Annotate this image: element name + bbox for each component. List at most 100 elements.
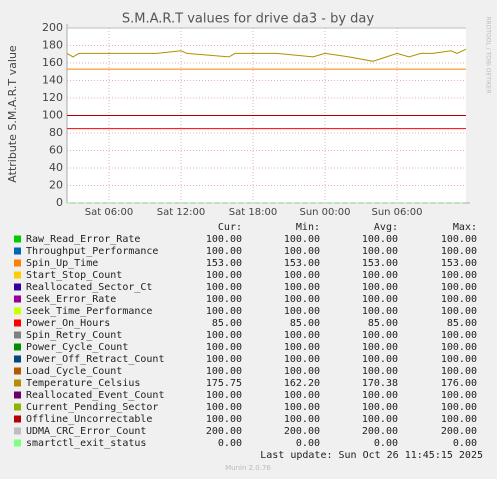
legend-swatch xyxy=(14,379,21,387)
legend-stat: 176.00 xyxy=(441,378,477,389)
column-header: Cur: xyxy=(218,222,242,233)
legend-stat: 85.00 xyxy=(368,318,398,329)
x-tick-label: Sun 00:00 xyxy=(299,207,350,218)
y-tick-label: 180 xyxy=(42,39,63,52)
legend-swatch xyxy=(14,331,21,339)
legend-stat: 100.00 xyxy=(206,390,242,401)
legend-label: Power_Cycle_Count xyxy=(26,342,128,353)
legend-stat: 100.00 xyxy=(441,414,477,425)
legend-stat: 100.00 xyxy=(441,294,477,305)
legend-label: Power_Off_Retract_Count xyxy=(26,354,164,365)
y-axis-label: Attribute S.M.A.R.T value xyxy=(6,45,19,183)
legend-stat: 100.00 xyxy=(284,294,320,305)
legend-swatch xyxy=(14,355,21,363)
legend-stat: 100.00 xyxy=(206,402,242,413)
legend-stat: 162.20 xyxy=(284,378,320,389)
last-update: Last update: Sun Oct 26 11:45:15 2025 xyxy=(260,450,483,461)
side-label: RRDTOOL / TOBI OETIKER xyxy=(485,16,492,93)
legend-stat: 100.00 xyxy=(362,414,398,425)
legend-stat: 100.00 xyxy=(441,354,477,365)
legend-stat: 100.00 xyxy=(362,306,398,317)
legend-stat: 100.00 xyxy=(284,306,320,317)
column-header: Max: xyxy=(453,222,477,233)
legend-label: Spin_Up_Time xyxy=(26,258,98,269)
legend-stat: 100.00 xyxy=(362,234,398,245)
legend-swatch xyxy=(14,283,21,291)
legend-swatch xyxy=(14,307,21,315)
legend-label: Current_Pending_Sector xyxy=(26,402,158,413)
legend-stat: 100.00 xyxy=(284,402,320,413)
legend-stat: 100.00 xyxy=(362,246,398,257)
legend-swatch xyxy=(14,367,21,375)
legend-stat: 100.00 xyxy=(441,390,477,401)
legend-stat: 100.00 xyxy=(284,282,320,293)
legend-stat: 153.00 xyxy=(284,258,320,269)
legend-label: Seek_Time_Performance xyxy=(26,306,152,317)
legend-stat: 100.00 xyxy=(206,366,242,377)
legend-stat: 100.00 xyxy=(206,414,242,425)
legend-stat: 100.00 xyxy=(284,390,320,401)
legend-stat: 85.00 xyxy=(447,318,477,329)
legend-stat: 100.00 xyxy=(441,234,477,245)
legend-stat: 100.00 xyxy=(284,246,320,257)
y-tick-label: 140 xyxy=(42,74,63,87)
x-tick-label: Sat 18:00 xyxy=(229,207,277,218)
legend-swatch xyxy=(14,427,21,435)
legend-stat: 170.38 xyxy=(362,378,398,389)
legend-stat: 100.00 xyxy=(441,366,477,377)
legend-swatch xyxy=(14,235,21,243)
legend-label: Load_Cycle_Count xyxy=(26,366,122,377)
column-header: Min: xyxy=(296,222,320,233)
legend-stat: 100.00 xyxy=(284,330,320,341)
legend-stat: 100.00 xyxy=(206,294,242,305)
legend-swatch xyxy=(14,415,21,423)
legend-stat: 100.00 xyxy=(362,402,398,413)
legend-stat: 100.00 xyxy=(206,246,242,257)
legend-label: Offline_Uncorrectable xyxy=(26,414,152,425)
x-tick-label: Sat 06:00 xyxy=(85,207,133,218)
legend-label: Power_On_Hours xyxy=(26,318,110,329)
legend-stat: 100.00 xyxy=(441,270,477,281)
x-tick-label: Sun 06:00 xyxy=(371,207,422,218)
legend-label: UDMA_CRC_Error_Count xyxy=(26,426,146,437)
legend-stat: 100.00 xyxy=(206,354,242,365)
legend-stat: 100.00 xyxy=(441,282,477,293)
legend-stat: 100.00 xyxy=(362,282,398,293)
legend-stat: 100.00 xyxy=(284,234,320,245)
legend-stat: 100.00 xyxy=(362,366,398,377)
legend-stat: 100.00 xyxy=(362,294,398,305)
legend-label: Seek_Error_Rate xyxy=(26,294,116,305)
legend-stat: 200.00 xyxy=(206,426,242,437)
legend-stat: 153.00 xyxy=(441,258,477,269)
legend-label: Spin_Retry_Count xyxy=(26,330,122,341)
y-tick-label: 120 xyxy=(42,91,63,104)
legend-swatch xyxy=(14,295,21,303)
legend-stat: 153.00 xyxy=(206,258,242,269)
legend-stat: 100.00 xyxy=(362,390,398,401)
legend-stat: 100.00 xyxy=(206,342,242,353)
chart-title: S.M.A.R.T values for drive da3 - by day xyxy=(122,12,374,27)
legend-swatch xyxy=(14,403,21,411)
legend-stat: 85.00 xyxy=(290,318,320,329)
y-tick-label: 0 xyxy=(56,196,63,209)
legend-stat: 100.00 xyxy=(206,282,242,293)
legend-stat: 100.00 xyxy=(206,234,242,245)
legend-label: Throughput_Performance xyxy=(26,246,158,257)
footer: Munin 2.0.76 xyxy=(225,464,271,472)
legend-swatch xyxy=(14,271,21,279)
legend-stat: 200.00 xyxy=(362,426,398,437)
legend-swatch xyxy=(14,343,21,351)
legend-swatch xyxy=(14,391,21,399)
legend-stat: 100.00 xyxy=(206,306,242,317)
legend-stat: 100.00 xyxy=(362,330,398,341)
legend-stat: 100.00 xyxy=(284,270,320,281)
legend-label: Start_Stop_Count xyxy=(26,270,122,281)
y-tick-label: 200 xyxy=(42,21,63,34)
legend-stat: 100.00 xyxy=(362,270,398,281)
legend-stat: 200.00 xyxy=(441,426,477,437)
legend-stat: 100.00 xyxy=(206,330,242,341)
y-tick-label: 20 xyxy=(49,179,63,192)
legend-stat: 175.75 xyxy=(206,378,242,389)
y-tick-label: 160 xyxy=(42,56,63,69)
